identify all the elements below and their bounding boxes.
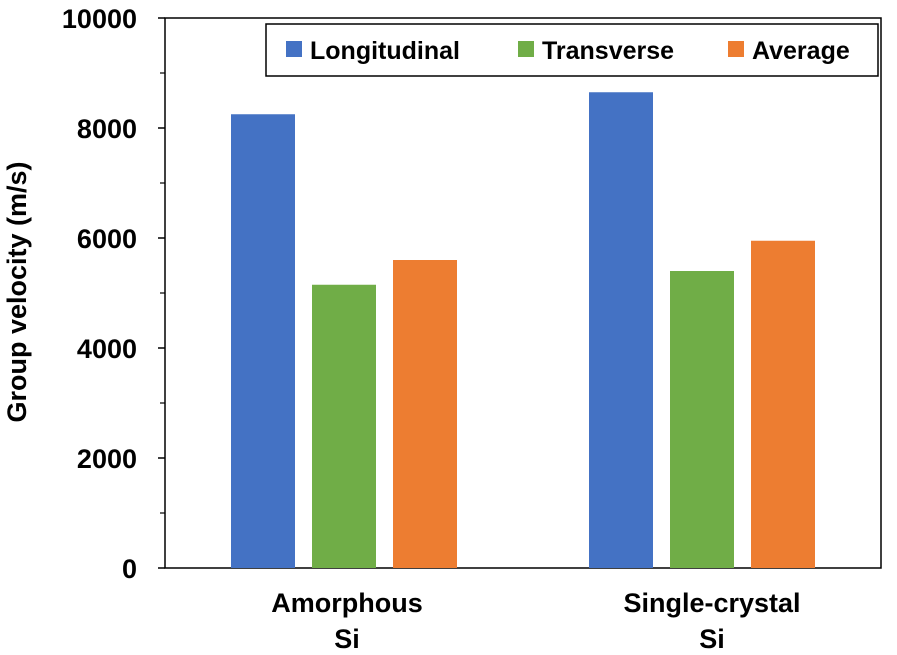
legend-swatch-average (728, 41, 744, 57)
y-tick-label: 0 (122, 554, 137, 584)
legend-box (265, 23, 879, 77)
category-label-single-crystal-line1: Single-crystal (623, 588, 800, 618)
x-axis-category-labels: Amorphous Si Single-crystal Si (271, 588, 800, 654)
category-label-single-crystal-line2: Si (699, 624, 725, 654)
bar-average-0 (393, 260, 457, 568)
y-axis-tick-labels: 0 2000 4000 6000 8000 10000 (62, 4, 137, 584)
y-axis-title: Group velocity (m/s) (2, 161, 32, 422)
bars (231, 92, 815, 568)
category-label-amorphous-line1: Amorphous (271, 588, 423, 618)
y-axis-ticks (158, 17, 165, 569)
legend-swatch-transverse (518, 41, 534, 57)
legend-label-longitudinal: Longitudinal (310, 37, 460, 65)
y-tick-label: 2000 (77, 444, 137, 474)
legend-swatch-longitudinal (286, 41, 302, 57)
bar-longitudinal-1 (589, 92, 653, 568)
bar-average-1 (751, 240, 815, 568)
category-label-amorphous-line2: Si (334, 624, 360, 654)
bar-longitudinal-0 (231, 114, 295, 568)
legend-label-transverse: Transverse (542, 37, 674, 65)
legend: Longitudinal Transverse Average (265, 23, 879, 77)
y-tick-label: 8000 (77, 114, 137, 144)
legend-label-average: Average (752, 37, 850, 65)
y-tick-label: 10000 (62, 4, 137, 34)
y-tick-label: 4000 (77, 334, 137, 364)
y-tick-label: 6000 (77, 224, 137, 254)
bar-transverse-1 (670, 271, 734, 568)
bar-transverse-0 (312, 284, 376, 568)
